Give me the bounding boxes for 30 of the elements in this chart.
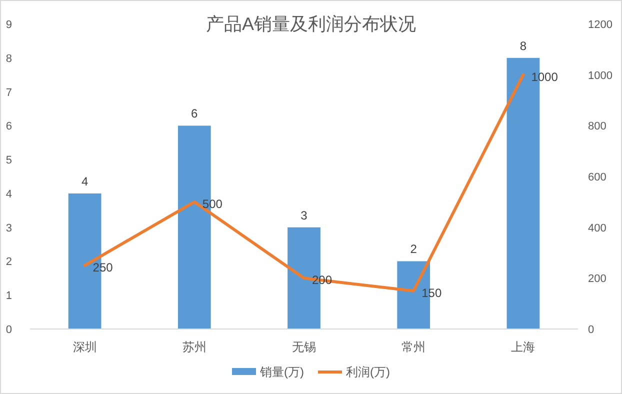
x-tick-label: 深圳 — [72, 340, 97, 354]
y2-tick-label: 1200 — [588, 19, 612, 31]
data-label: 3 — [300, 208, 308, 222]
y-tick-label: 5 — [6, 154, 12, 167]
x-tick-label: 苏州 — [182, 340, 206, 354]
legend-label: 销量(万) — [259, 365, 304, 379]
data-label: 8 — [520, 38, 527, 53]
y2-tick-label: 600 — [588, 172, 606, 184]
y2-tick-label: 400 — [588, 222, 606, 234]
data-label: 6 — [191, 106, 198, 121]
y-tick-label: 2 — [6, 256, 12, 268]
data-label: 2 — [410, 242, 418, 256]
x-tick-label: 上海 — [511, 340, 536, 354]
y-tick-label: 8 — [6, 52, 12, 65]
y2-tick-label: 200 — [588, 273, 606, 286]
y-tick-label: 0 — [6, 324, 12, 336]
y-tick-label: 1 — [6, 290, 12, 302]
data-label: 4 — [81, 174, 88, 188]
y2-tick-label: 0 — [588, 324, 594, 336]
x-tick-label: 常州 — [402, 340, 426, 354]
x-tick-label: 无锡 — [292, 340, 316, 354]
y2-tick-label: 1000 — [588, 70, 612, 82]
y-tick-label: 6 — [6, 120, 12, 133]
legend-label: 利润(万) — [346, 365, 390, 379]
y-tick-label: 7 — [6, 86, 12, 99]
chart-title: 产品A销量及利润分布状况 — [206, 14, 416, 34]
y-tick-label: 4 — [6, 188, 12, 200]
y-tick-label: 9 — [6, 19, 12, 31]
y2-tick-label: 800 — [588, 120, 606, 133]
y-tick-label: 3 — [6, 222, 12, 234]
